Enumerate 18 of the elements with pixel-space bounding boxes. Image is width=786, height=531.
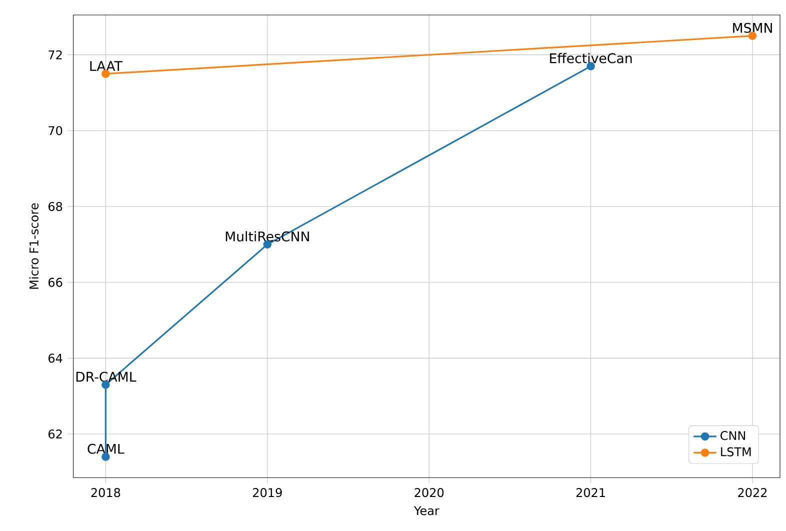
y-tick-label: 64 [48,354,62,363]
x-tick-label: 2020 [414,488,444,498]
y-tick-label: 72 [48,50,62,60]
legend-label: LSTM [721,447,751,456]
y-tick-label: 70 [48,126,62,136]
y-tick-label: 66 [48,278,62,287]
x-axis-title: Year [414,506,440,516]
annotation: EffectiveCan [550,52,632,64]
y-tick-label: 68 [48,202,62,212]
legend-label: CNN [720,431,746,440]
x-tick-label: 2019 [252,488,282,498]
x-tick-label: 2018 [91,488,120,498]
x-tick-label: 2022 [738,488,767,498]
annotation: MSMN [733,22,772,33]
annotation: LAAT [90,61,122,71]
x-tick-label: 2021 [576,488,605,498]
y-axis-title: Micro F1-score [29,203,39,289]
y-tick-label: 62 [48,430,62,439]
